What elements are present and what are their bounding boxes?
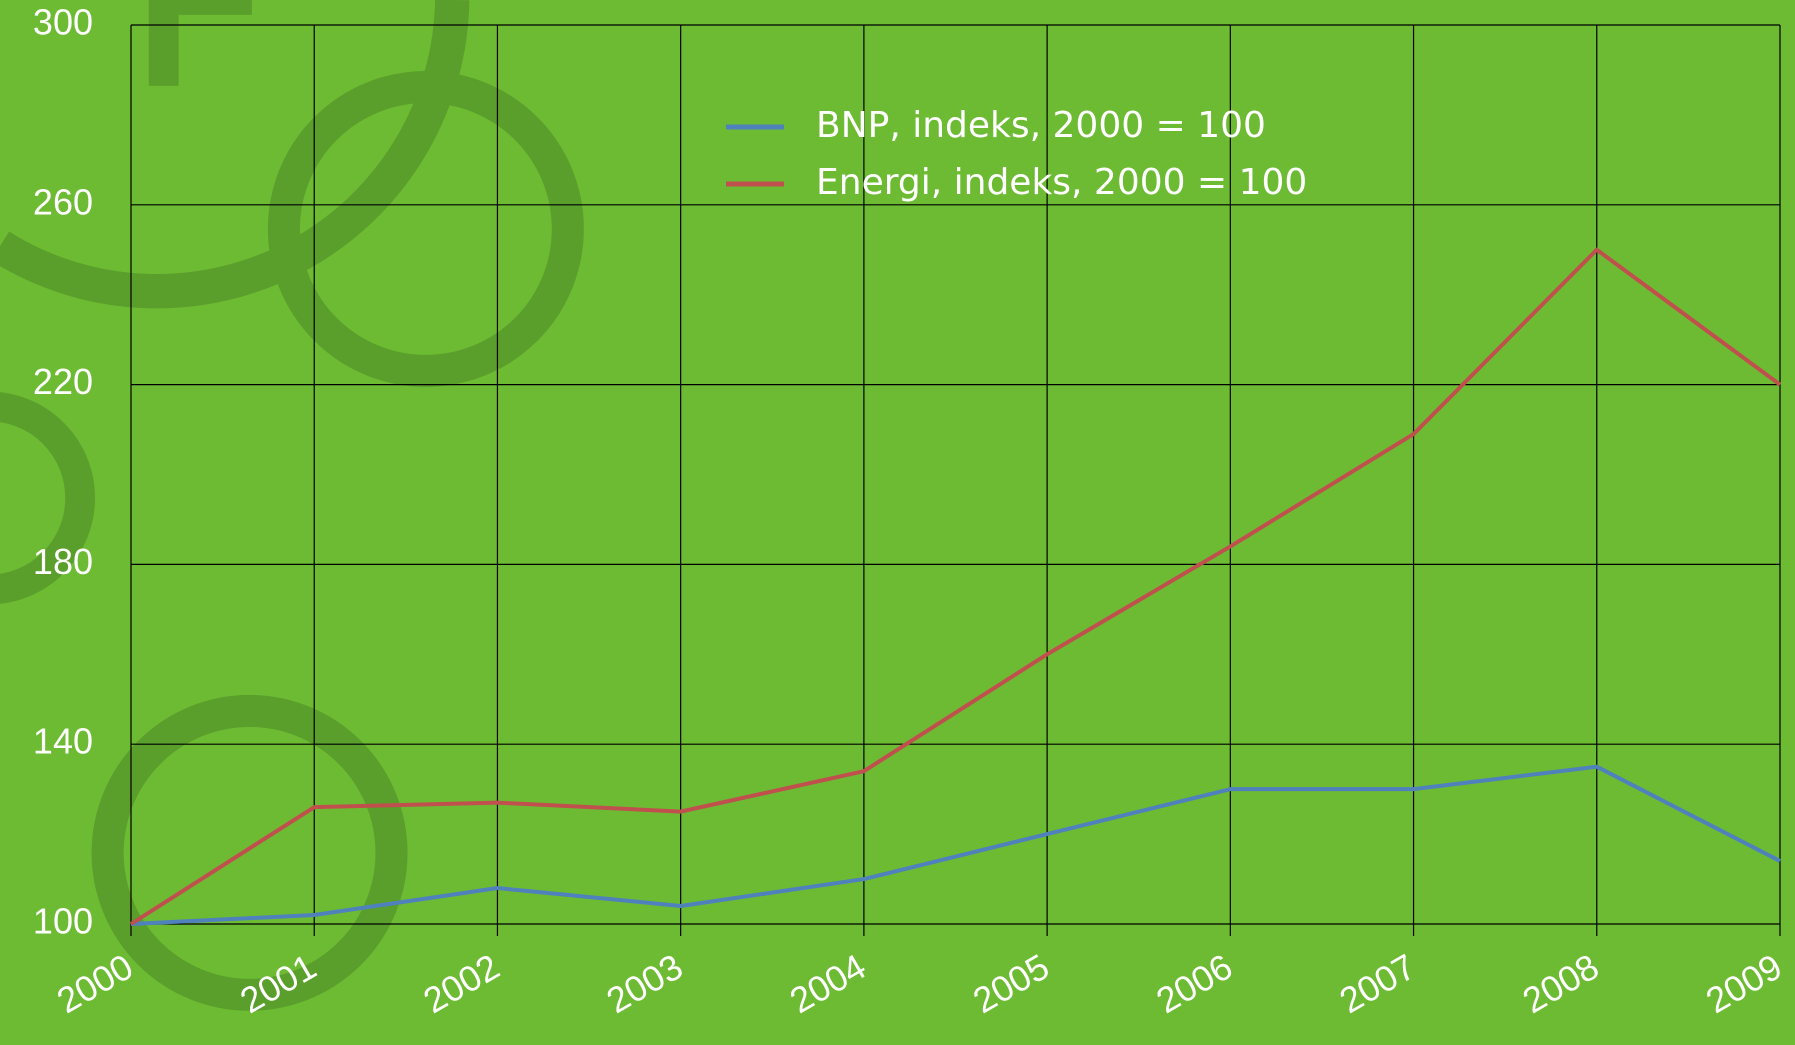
deco-arc <box>0 0 452 291</box>
legend-label: Energi, indeks, 2000 = 100 <box>816 162 1307 203</box>
x-tick-label: 2007 <box>1332 946 1422 1022</box>
x-tick-label: 2009 <box>1699 946 1789 1022</box>
x-tick-label: 2006 <box>1149 946 1239 1022</box>
y-tick-label: 180 <box>33 541 93 582</box>
y-tick-label: 300 <box>33 2 93 43</box>
legend-label: BNP, indeks, 2000 = 100 <box>816 105 1266 146</box>
y-tick-label: 220 <box>33 361 93 402</box>
chart: 100 140 180 220 260 300 2000 2001 2002 2003 2004 20… <box>0 0 1795 1045</box>
deco-plus <box>149 0 252 86</box>
x-tick-label: 2002 <box>416 946 506 1022</box>
x-tick-label: 2008 <box>1516 946 1606 1022</box>
deco-ring <box>108 711 392 995</box>
y-tick-label: 140 <box>33 721 93 762</box>
y-tick-label: 260 <box>33 181 93 222</box>
y-tick-label: 100 <box>33 901 93 942</box>
x-tick-label: 2005 <box>966 946 1056 1022</box>
x-tick-label: 2000 <box>50 946 140 1022</box>
page: {"chart_data": {"type": "line", "x": [20… <box>0 0 1795 1045</box>
x-tick-label: 2004 <box>783 946 873 1022</box>
x-tick-label: 2001 <box>233 946 323 1022</box>
background-decoration <box>0 0 568 995</box>
x-tick-label: 2003 <box>600 946 690 1022</box>
